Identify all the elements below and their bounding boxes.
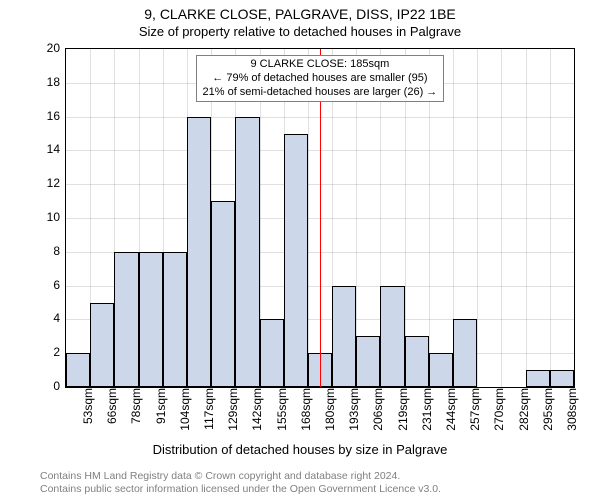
histogram-bar (163, 252, 187, 387)
x-tick-label: 168sqm (299, 388, 313, 438)
histogram-bar (453, 319, 477, 387)
x-axis-label: Distribution of detached houses by size … (0, 442, 600, 457)
x-tick-label: 53sqm (81, 388, 95, 438)
x-tick-label: 78sqm (129, 388, 143, 438)
histogram-bar (187, 117, 211, 387)
histogram-bar (356, 336, 380, 387)
y-tick-label: 14 (32, 142, 60, 156)
histogram-bar (211, 201, 235, 387)
x-tick-label: 270sqm (492, 388, 506, 438)
plot-area: 9 CLARKE CLOSE: 185sqm← 79% of detached … (65, 48, 575, 388)
y-tick-label: 16 (32, 109, 60, 123)
x-tick-label: 66sqm (105, 388, 119, 438)
x-tick-label: 282sqm (517, 388, 531, 438)
gridline-v (550, 49, 551, 387)
histogram-bar (90, 303, 114, 388)
credits: Contains HM Land Registry data © Crown c… (40, 470, 441, 496)
x-tick-label: 180sqm (323, 388, 337, 438)
y-tick-label: 18 (32, 75, 60, 89)
y-tick-label: 6 (32, 278, 60, 292)
histogram-bar (380, 286, 404, 387)
x-tick-label: 193sqm (347, 388, 361, 438)
y-tick-label: 20 (32, 41, 60, 55)
x-tick-label: 308sqm (565, 388, 579, 438)
x-tick-label: 104sqm (178, 388, 192, 438)
histogram-bar (332, 286, 356, 387)
histogram-bar (526, 370, 550, 387)
x-tick-label: 295sqm (541, 388, 555, 438)
y-tick-label: 12 (32, 176, 60, 190)
annotation-line: 9 CLARKE CLOSE: 185sqm (203, 58, 438, 72)
chart-title-main: 9, CLARKE CLOSE, PALGRAVE, DISS, IP22 1B… (0, 6, 600, 22)
x-tick-label: 117sqm (202, 388, 216, 438)
histogram-bar (139, 252, 163, 387)
histogram-bar (429, 353, 453, 387)
y-tick-label: 10 (32, 210, 60, 224)
histogram-bar (284, 134, 308, 388)
x-tick-label: 257sqm (468, 388, 482, 438)
histogram-bar (114, 252, 138, 387)
annotation-box: 9 CLARKE CLOSE: 185sqm← 79% of detached … (196, 55, 445, 102)
y-tick-label: 4 (32, 311, 60, 325)
histogram-bar (66, 353, 90, 387)
y-tick-label: 8 (32, 244, 60, 258)
x-tick-label: 91sqm (154, 388, 168, 438)
annotation-line: ← 79% of detached houses are smaller (95… (203, 72, 438, 86)
x-tick-label: 244sqm (444, 388, 458, 438)
histogram-bar (235, 117, 259, 387)
x-tick-label: 206sqm (371, 388, 385, 438)
y-tick-label: 0 (32, 379, 60, 393)
credits-line2: Contains public sector information licen… (40, 483, 441, 496)
x-tick-label: 155sqm (275, 388, 289, 438)
credits-line1: Contains HM Land Registry data © Crown c… (40, 470, 441, 483)
y-tick-label: 2 (32, 345, 60, 359)
histogram-bar (550, 370, 574, 387)
x-tick-label: 129sqm (226, 388, 240, 438)
x-tick-label: 142sqm (250, 388, 264, 438)
histogram-bar (260, 319, 284, 387)
x-tick-label: 219sqm (396, 388, 410, 438)
chart-title-sub: Size of property relative to detached ho… (0, 24, 600, 39)
gridline-v (501, 49, 502, 387)
histogram-bar (405, 336, 429, 387)
annotation-line: 21% of semi-detached houses are larger (… (203, 86, 438, 100)
gridline-v (526, 49, 527, 387)
gridline-v (477, 49, 478, 387)
x-tick-label: 231sqm (420, 388, 434, 438)
